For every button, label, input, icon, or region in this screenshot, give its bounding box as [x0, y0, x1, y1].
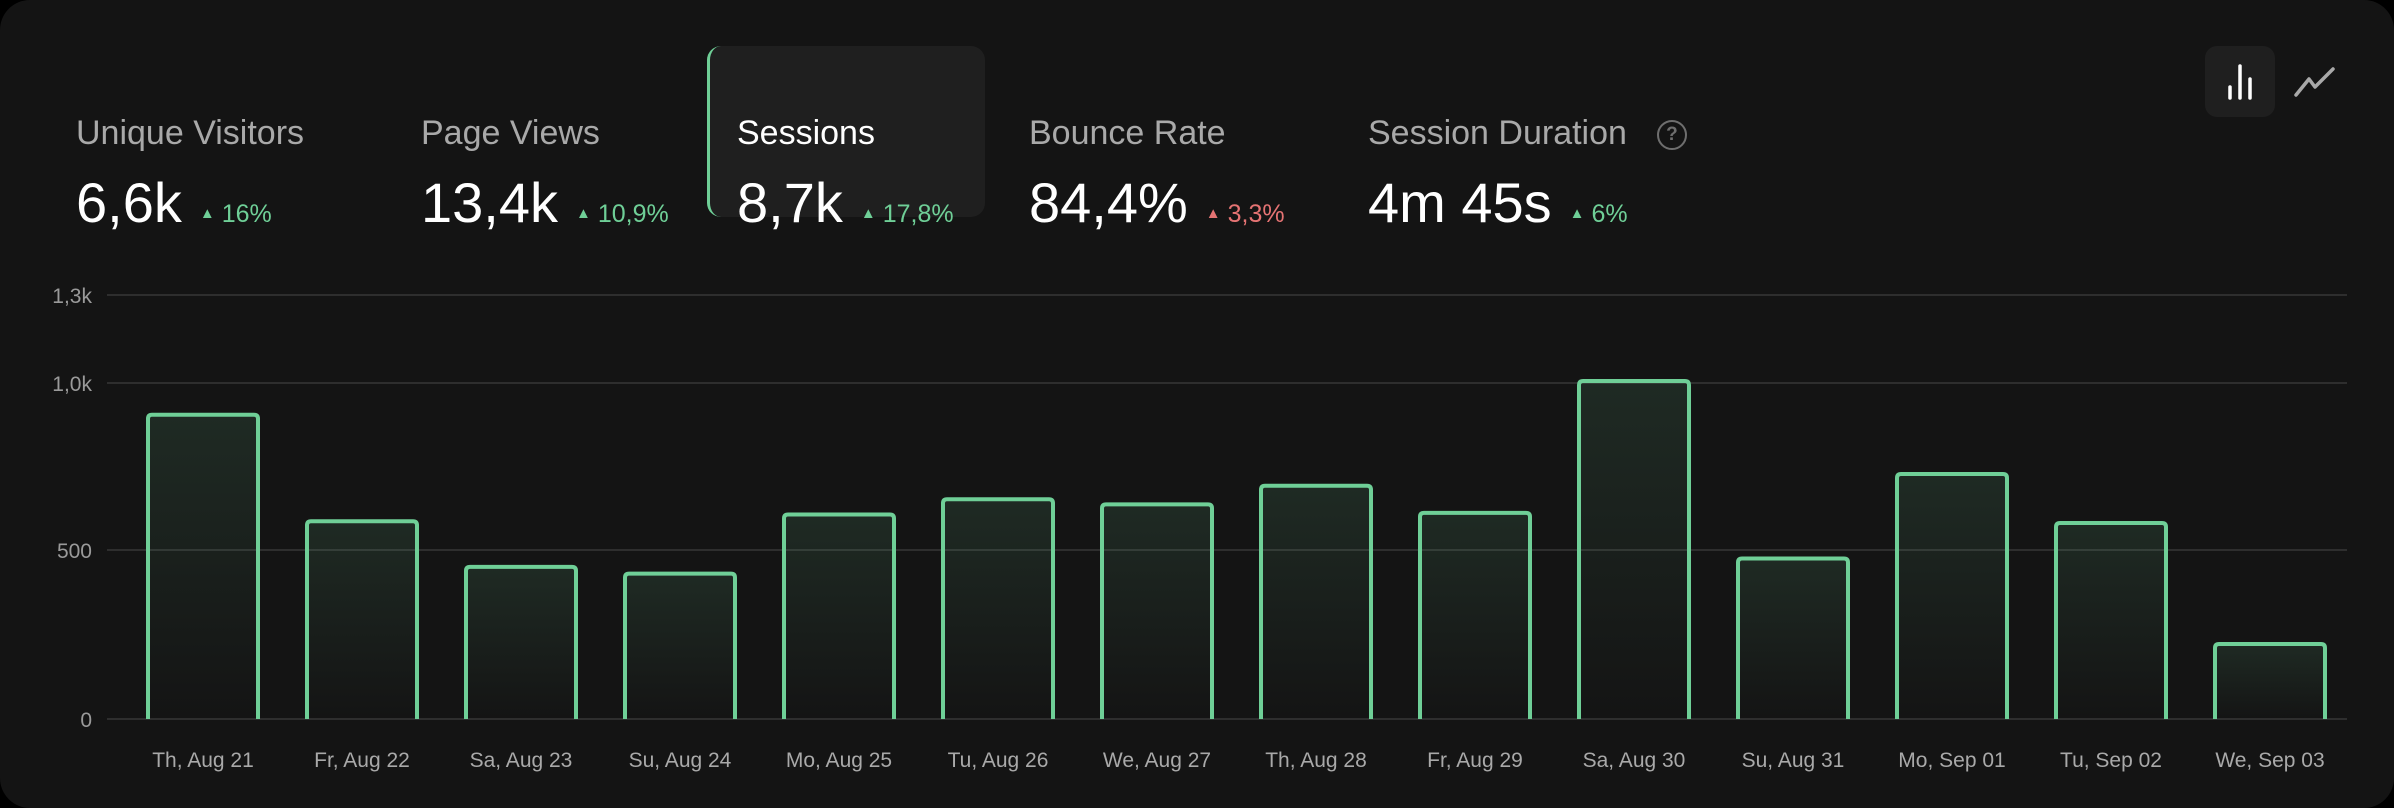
metric-label-row: Unique Visitors: [76, 114, 304, 153]
metric-tab-page-views[interactable]: Page Views 13,4k ▲ 10,9%: [391, 46, 691, 234]
x-tick-label: Tu, Aug 26: [948, 749, 1049, 772]
metric-delta: ▲ 3,3%: [1206, 200, 1285, 229]
x-tick-label: Th, Aug 28: [1265, 749, 1367, 772]
x-tick-label: Su, Aug 31: [1742, 749, 1845, 772]
triangle-up-icon: ▲: [1569, 205, 1585, 222]
x-tick-label: Sa, Aug 23: [470, 749, 573, 772]
bar[interactable]: [623, 571, 737, 719]
metric-tab-unique-visitors[interactable]: Unique Visitors 6,6k ▲ 16%: [46, 46, 336, 234]
metric-label: Bounce Rate: [1029, 114, 1226, 152]
bar[interactable]: [941, 497, 1055, 719]
metric-delta: ▲ 17,8%: [861, 200, 954, 229]
bar[interactable]: [1100, 502, 1214, 719]
x-tick-label: We, Aug 27: [1103, 749, 1211, 772]
metric-value: 13,4k: [421, 171, 558, 234]
metric-label-row: Session Duration?: [1368, 114, 1687, 153]
metric-value: 84,4%: [1029, 171, 1188, 234]
metric-label-row: Bounce Rate: [1029, 114, 1226, 153]
x-tick-label: Th, Aug 21: [152, 749, 254, 772]
metric-delta-value: 16%: [221, 200, 272, 228]
metric-value-row: 84,4% ▲ 3,3%: [1029, 170, 1285, 235]
metric-delta: ▲ 16%: [200, 200, 272, 229]
metric-label: Page Views: [421, 114, 600, 152]
y-tick-label: 1,3k: [52, 285, 92, 308]
bar-chart-icon: [2228, 63, 2252, 100]
bar[interactable]: [782, 512, 896, 719]
metric-label-row: Sessions: [737, 114, 875, 153]
y-tick-label: 0: [80, 709, 92, 732]
metric-label-row: Page Views: [421, 114, 600, 153]
bar[interactable]: [2213, 641, 2327, 719]
x-tick-label: Sa, Aug 30: [1583, 749, 1686, 772]
bar[interactable]: [1259, 483, 1373, 719]
metric-delta: ▲ 10,9%: [576, 200, 669, 229]
metric-value-row: 13,4k ▲ 10,9%: [421, 170, 669, 235]
bar[interactable]: [1577, 379, 1691, 719]
triangle-down-icon: ▲: [1205, 205, 1221, 222]
metric-label: Sessions: [737, 114, 875, 152]
x-tick-label: Mo, Sep 01: [1898, 749, 2005, 772]
metric-value-row: 8,7k ▲ 17,8%: [737, 170, 954, 235]
metric-label: Unique Visitors: [76, 114, 305, 152]
metric-value: 8,7k: [737, 171, 843, 234]
bar-view-button[interactable]: [2205, 46, 2275, 117]
metric-tab-sessions[interactable]: Sessions 8,7k ▲ 17,8%: [707, 46, 985, 234]
bar[interactable]: [2054, 520, 2168, 719]
metric-value-row: 4m 45s ▲ 6%: [1368, 170, 1628, 235]
x-tick-label: Fr, Aug 29: [1427, 749, 1523, 772]
x-tick-label: Fr, Aug 22: [314, 749, 410, 772]
triangle-up-icon: ▲: [199, 205, 215, 222]
bar[interactable]: [1736, 556, 1850, 719]
bar[interactable]: [1418, 510, 1532, 719]
metric-value-row: 6,6k ▲ 16%: [76, 170, 272, 235]
y-tick-label: 1,0k: [52, 373, 92, 396]
bar[interactable]: [305, 519, 419, 719]
line-view-button[interactable]: [2280, 46, 2350, 117]
metric-tab-session-duration[interactable]: Session Duration? 4m 45s ▲ 6%: [1338, 46, 1758, 234]
x-tick-label: Mo, Aug 25: [786, 749, 892, 772]
help-icon[interactable]: ?: [1656, 120, 1687, 150]
metric-label: Session Duration: [1368, 114, 1627, 152]
metric-delta: ▲ 6%: [1570, 200, 1628, 229]
x-tick-label: Tu, Sep 02: [2060, 749, 2162, 772]
bar[interactable]: [146, 412, 260, 719]
metric-delta-value: 10,9%: [597, 200, 669, 228]
x-tick-label: We, Sep 03: [2215, 749, 2324, 772]
metric-delta-value: 17,8%: [882, 200, 954, 228]
bar[interactable]: [1895, 471, 2009, 719]
bar[interactable]: [464, 564, 578, 719]
x-tick-label: Su, Aug 24: [629, 749, 732, 772]
metric-value: 4m 45s: [1368, 171, 1552, 234]
metric-value: 6,6k: [76, 171, 182, 234]
metric-delta-value: 6%: [1591, 200, 1628, 228]
metric-tab-bounce-rate[interactable]: Bounce Rate 84,4% ▲ 3,3%: [999, 46, 1329, 234]
line-chart-icon: [2294, 66, 2335, 97]
metric-delta-value: 3,3%: [1227, 200, 1285, 228]
y-tick-label: 500: [57, 540, 92, 563]
triangle-up-icon: ▲: [576, 205, 591, 222]
triangle-up-icon: ▲: [860, 205, 876, 222]
